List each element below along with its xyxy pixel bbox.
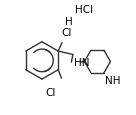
Text: HCl: HCl [75, 5, 93, 15]
Text: Cl: Cl [45, 87, 56, 97]
Text: HN: HN [74, 58, 90, 68]
Text: Cl: Cl [61, 28, 72, 38]
Text: H: H [65, 17, 72, 27]
Text: NH: NH [105, 75, 120, 85]
